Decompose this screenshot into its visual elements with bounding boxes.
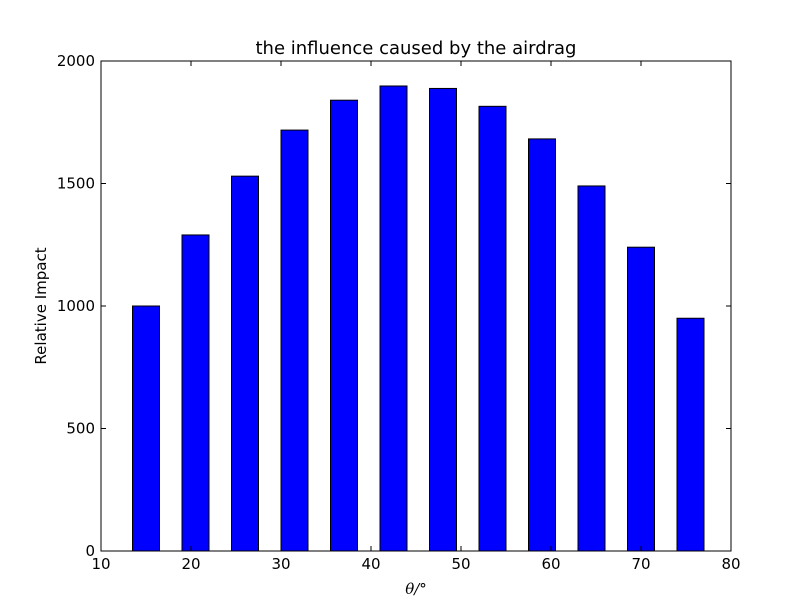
ticks-layer: 10 20 30 40 50 60 70 80 0 500 1000 1500 2000 <box>57 52 741 573</box>
y-axis-label: Relative Impact <box>32 247 50 364</box>
x-tick-label-7: 80 <box>721 555 740 573</box>
y-tick-label-4: 2000 <box>57 52 95 70</box>
bar-7 <box>478 105 507 552</box>
bar-3 <box>280 129 309 552</box>
x-tick-label-4: 50 <box>451 555 470 573</box>
y-tick-label-1: 500 <box>66 420 95 438</box>
bar-11 <box>676 317 705 552</box>
bar-10 <box>627 246 655 552</box>
bar-4 <box>330 99 358 552</box>
bar-8 <box>528 138 556 552</box>
x-tick-label-1: 20 <box>181 555 200 573</box>
x-axis-label: θ/° <box>405 580 427 598</box>
y-tick-label-2: 1000 <box>57 297 95 315</box>
bar-9 <box>577 185 606 552</box>
x-tick-label-5: 60 <box>541 555 560 573</box>
bar-2 <box>231 175 259 552</box>
y-tick-label-3: 1500 <box>57 175 95 193</box>
x-tick-label-3: 40 <box>361 555 380 573</box>
bar-0 <box>132 305 160 552</box>
x-tick-label-6: 70 <box>631 555 650 573</box>
bar-1 <box>181 234 210 552</box>
bar-5 <box>379 85 408 552</box>
bar-6 <box>429 87 457 552</box>
y-tick-label-0: 0 <box>85 542 95 560</box>
x-tick-label-0: 10 <box>91 555 110 573</box>
x-tick-label-2: 30 <box>271 555 290 573</box>
bars-layer <box>132 85 705 552</box>
chart-title: the influence caused by the airdrag <box>256 38 577 59</box>
